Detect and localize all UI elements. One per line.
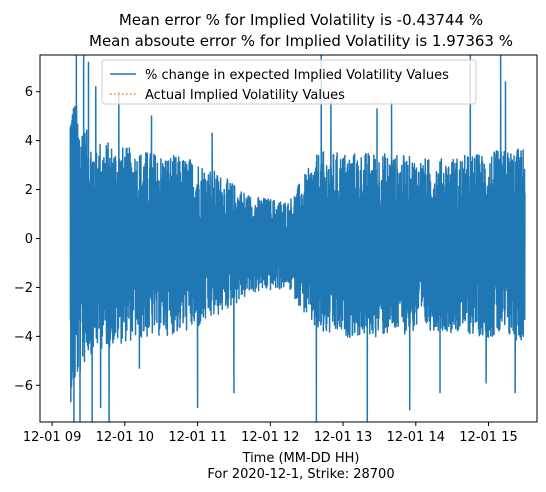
chart-title-line-2: Mean absoute error % for Implied Volatil… xyxy=(89,32,513,50)
y-tick-label: 6 xyxy=(25,85,33,100)
x-tick-label: 12-01 10 xyxy=(96,430,154,445)
plot-area xyxy=(69,55,526,422)
y-tick-label: 0 xyxy=(25,232,33,247)
series-line-implied-volatility-change xyxy=(69,55,526,422)
y-tick-label: 4 xyxy=(25,134,33,149)
y-axis: 6 4 2 0 −2 −4 −6 xyxy=(14,85,40,394)
x-tick-label: 12-01 12 xyxy=(241,430,299,445)
y-tick-label: −2 xyxy=(14,281,33,296)
x-tick-label: 12-01 14 xyxy=(387,430,445,445)
x-tick-label: 12-01 13 xyxy=(314,430,372,445)
x-axis: 12-01 09 12-01 10 12-01 11 12-01 12 12-01 13… xyxy=(23,422,518,445)
y-tick-label: −6 xyxy=(14,379,33,394)
y-tick-label: −4 xyxy=(14,330,33,345)
chart-title-line-1: Mean error % for Implied Volatility is -… xyxy=(119,11,483,29)
x-axis-label-line-1: Time (MM-DD HH) xyxy=(242,451,360,466)
x-tick-label: 12-01 15 xyxy=(459,430,517,445)
y-tick-label: 2 xyxy=(25,183,33,198)
legend-label-series-2: Actual Implied Volatility Values xyxy=(145,88,345,103)
legend-box xyxy=(101,59,477,105)
x-tick-label: 12-01 11 xyxy=(168,430,226,445)
x-tick-label: 12-01 09 xyxy=(23,430,81,445)
x-axis-label-line-2: For 2020-12-1, Strike: 28700 xyxy=(207,467,394,482)
legend-label-series-1: % change in expected Implied Volatility … xyxy=(145,68,449,83)
legend: % change in expected Implied Volatility … xyxy=(101,59,477,105)
